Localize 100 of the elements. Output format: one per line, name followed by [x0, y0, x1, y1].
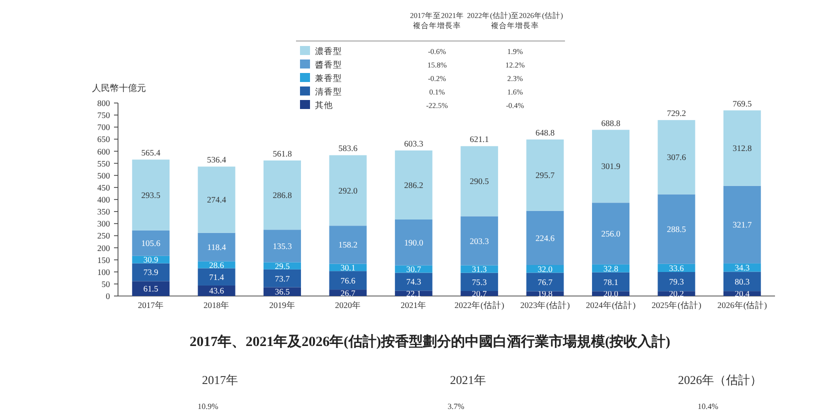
- text: 30.1: [340, 262, 356, 272]
- bar: [723, 110, 761, 186]
- legend-label: 兼香型: [315, 73, 342, 83]
- text: 29.5: [274, 260, 290, 271]
- bar: [132, 160, 170, 230]
- bar: [329, 271, 367, 290]
- text: 36.5: [274, 286, 290, 297]
- text: 32.8: [603, 263, 618, 274]
- text: 292.0: [338, 185, 358, 196]
- text: 32.0: [538, 264, 552, 274]
- text: 76.6: [340, 275, 356, 286]
- text: 307.6: [666, 152, 686, 162]
- text: 43.6: [209, 286, 224, 296]
- text: 293.5: [141, 190, 160, 200]
- y-tick-label: 550: [97, 158, 110, 168]
- x-tick-label: 2024年(估計): [586, 300, 636, 310]
- x-tick-label: 2018年: [204, 300, 230, 310]
- text: 78.1: [603, 276, 618, 287]
- text: 33.6: [669, 262, 684, 273]
- y-tick-label: 750: [97, 110, 110, 120]
- text: 158.2: [338, 240, 358, 250]
- y-tick-label: 800: [97, 98, 110, 108]
- text: 71.4: [209, 272, 224, 282]
- bar: [460, 216, 498, 266]
- bar: [592, 130, 630, 203]
- y-tick-label: 200: [97, 242, 110, 253]
- bar: [658, 194, 696, 264]
- text: 74.3: [406, 276, 422, 287]
- y-tick-label: 0: [106, 291, 110, 301]
- x-tick-label: 2026年(估計): [717, 300, 768, 310]
- legend-label: 其他: [315, 100, 333, 110]
- text: 30.9: [143, 254, 158, 265]
- text: 301.9: [601, 161, 620, 172]
- text: 286.8: [272, 190, 292, 200]
- text: 30.7: [406, 264, 422, 274]
- legend-label: 濃香型: [315, 46, 342, 56]
- bar: [394, 150, 432, 220]
- total-label: 688.8: [601, 118, 620, 128]
- bar: [132, 230, 170, 256]
- y-tick-label: 450: [97, 182, 110, 192]
- bar: [526, 210, 564, 265]
- bar: [329, 155, 367, 226]
- bar: [526, 272, 564, 292]
- text: 224.6: [535, 232, 555, 243]
- y-tick-label: 700: [97, 122, 110, 132]
- y-axis-title: 人民幣十億元: [92, 83, 146, 93]
- y-tick-label: 400: [97, 194, 110, 204]
- text: 321.7: [732, 220, 752, 230]
- y-tick-label: 600: [97, 146, 110, 156]
- text: 73.7: [274, 273, 290, 284]
- y-tick-label: 650: [97, 134, 110, 144]
- total-label: 583.6: [338, 143, 358, 154]
- bar: [526, 139, 564, 211]
- text: 73.9: [143, 267, 158, 278]
- bar: [329, 226, 367, 264]
- bar: [723, 272, 761, 292]
- x-tick-label: 2023年(估計): [520, 300, 570, 310]
- text: 290.5: [470, 176, 489, 186]
- text: 288.5: [666, 224, 686, 234]
- bar: [394, 220, 432, 266]
- total-label: 603.3: [404, 138, 424, 148]
- text: 10.4%: [698, 402, 719, 411]
- text: 22.1: [406, 288, 422, 298]
- text: 2017年、2021年及2026年(估計)按香型劃分的中國白酒行業市場規模(按收入計): [190, 333, 671, 350]
- text: 203.3: [470, 236, 489, 246]
- bar: [198, 166, 236, 233]
- bar: [198, 268, 236, 286]
- x-tick-label: 2017年: [138, 300, 164, 310]
- text: 274.4: [206, 194, 226, 205]
- text: 79.3: [669, 276, 684, 287]
- x-tick-label: 2020年: [334, 300, 361, 310]
- bar: [658, 272, 696, 292]
- y-tick-label: 50: [102, 278, 110, 289]
- y-tick-label: 500: [97, 170, 110, 180]
- text: 31.3: [472, 264, 487, 274]
- text: 286.2: [404, 180, 424, 190]
- total-label: 621.1: [470, 134, 489, 144]
- text: 20.0: [603, 288, 618, 299]
- text: 105.6: [141, 238, 160, 248]
- bar: [460, 272, 498, 292]
- text: 312.8: [732, 143, 752, 154]
- total-label: 536.4: [206, 154, 227, 165]
- y-tick-label: 300: [97, 218, 110, 229]
- legend-label: 清香型: [315, 86, 342, 96]
- bar: [264, 230, 301, 262]
- text: 135.3: [272, 240, 292, 251]
- x-tick-label: 2022年(估計): [454, 300, 504, 310]
- text: 3.7%: [448, 402, 465, 411]
- text: 256.0: [601, 228, 620, 239]
- text: 75.3: [472, 276, 487, 287]
- bar: [132, 263, 170, 282]
- total-label: 561.8: [272, 148, 292, 158]
- bar: [264, 269, 301, 288]
- text: 26.7: [340, 288, 356, 298]
- text: 76.7: [538, 276, 552, 287]
- x-tick-label: 2019年: [269, 300, 296, 310]
- total-label: 729.2: [666, 108, 686, 118]
- total-label: 648.8: [535, 127, 555, 138]
- bar: [198, 232, 236, 262]
- bar: [264, 160, 301, 230]
